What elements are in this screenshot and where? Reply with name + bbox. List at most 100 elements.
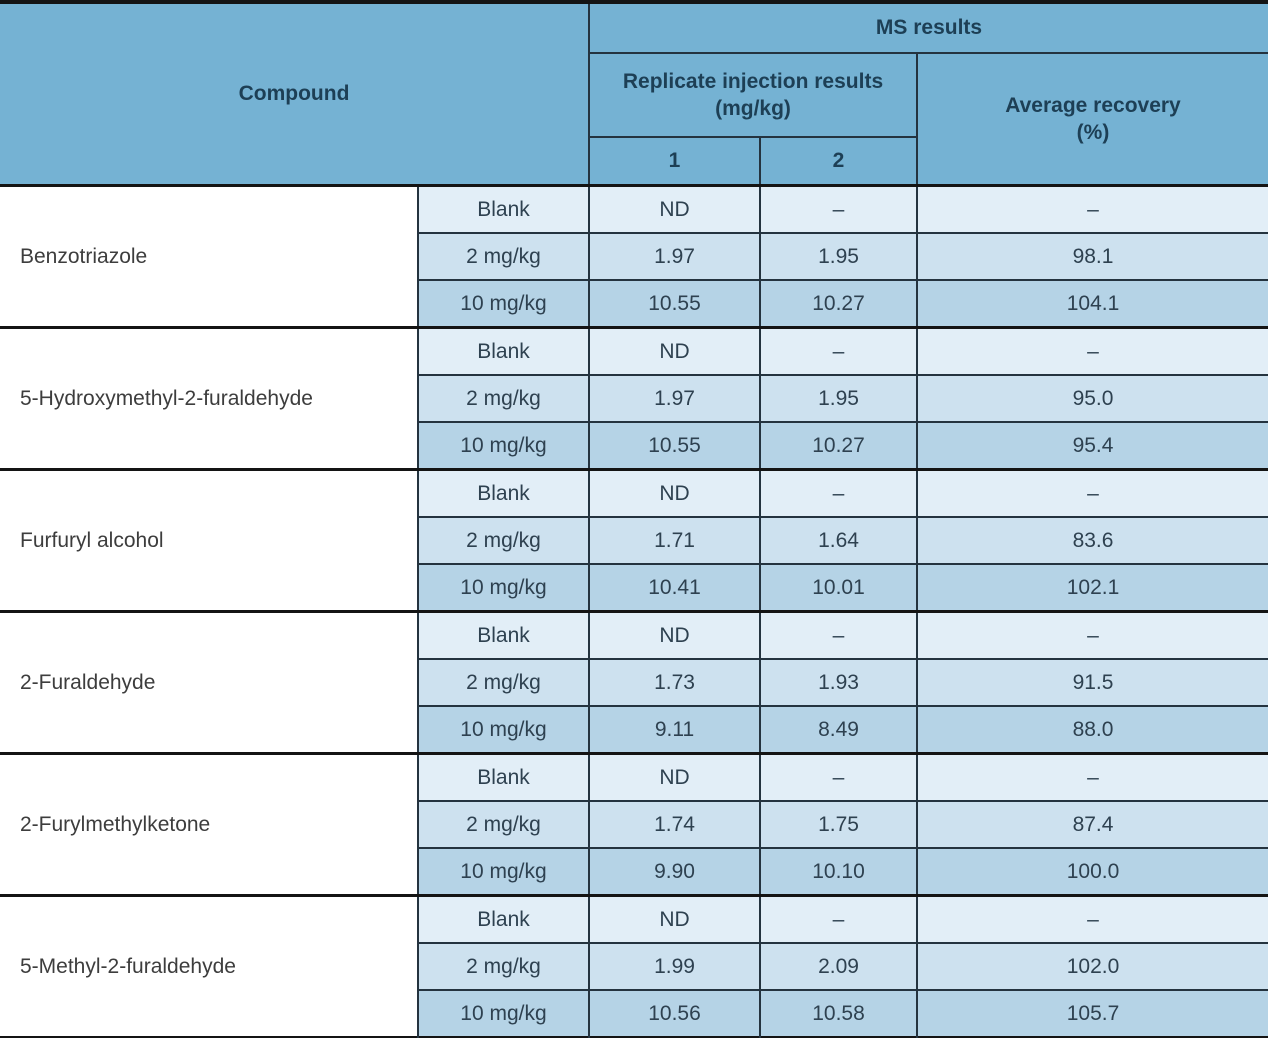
replicate-1-cell: 9.90 bbox=[588, 847, 760, 896]
recovery-cell: 98.1 bbox=[916, 232, 1268, 280]
spike-level-cell: 10 mg/kg bbox=[417, 705, 589, 754]
replicate-1-cell: 1.71 bbox=[588, 516, 760, 564]
replicate-2-cell: 10.58 bbox=[759, 989, 917, 1037]
table-row: 10 mg/kg 10.56 10.58 105.7 bbox=[0, 989, 1268, 1037]
spike-level-cell: 10 mg/kg bbox=[417, 421, 589, 470]
replicate-1-cell: 1.99 bbox=[588, 942, 760, 990]
ms-results-header: MS results bbox=[588, 2, 1268, 53]
spike-level-cell: Blank bbox=[417, 326, 589, 375]
recovery-cell: – bbox=[916, 468, 1268, 517]
recovery-cell: 88.0 bbox=[916, 705, 1268, 754]
replicate-2-cell: 8.49 bbox=[759, 705, 917, 754]
table-row: 2-Furaldehyde Blank ND – – bbox=[0, 610, 1268, 754]
replicate-1-cell: ND bbox=[588, 326, 760, 375]
avg-recovery-header-line2: (%) bbox=[1076, 121, 1110, 144]
recovery-cell: – bbox=[916, 610, 1268, 659]
replicate-1-cell: 9.11 bbox=[588, 705, 760, 754]
spike-level-cell: Blank bbox=[417, 468, 589, 517]
compound-cell: 5-Methyl-2-furaldehyde bbox=[0, 894, 418, 1037]
replicate-2-cell: 10.01 bbox=[759, 563, 917, 612]
table-row: 5-Methyl-2-furaldehyde Blank ND – – bbox=[0, 894, 1268, 1037]
replicate-2-cell: 1.93 bbox=[759, 658, 917, 706]
recovery-cell: – bbox=[916, 752, 1268, 801]
replicate-header-line1: Replicate injection results bbox=[622, 69, 884, 93]
replicate-2-cell: 1.95 bbox=[759, 374, 917, 422]
compound-cell: Furfuryl alcohol bbox=[0, 468, 418, 612]
spike-level-cell: 2 mg/kg bbox=[417, 516, 589, 564]
compound-cell: Benzotriazole bbox=[0, 184, 418, 328]
spike-level-cell: 2 mg/kg bbox=[417, 800, 589, 848]
replicate-2-cell: 1.75 bbox=[759, 800, 917, 848]
replicate-1-cell: ND bbox=[588, 610, 760, 659]
avg-recovery-header: Average recovery (%) bbox=[916, 52, 1268, 186]
recovery-cell: 100.0 bbox=[916, 847, 1268, 896]
replicate-1-cell: ND bbox=[588, 894, 760, 943]
replicate-1-cell: 10.55 bbox=[588, 421, 760, 470]
replicate-2-cell: 1.64 bbox=[759, 516, 917, 564]
spike-level-cell: 10 mg/kg bbox=[417, 563, 589, 612]
replicate-2-cell: – bbox=[759, 326, 917, 375]
recovery-cell: 105.7 bbox=[916, 989, 1268, 1037]
replicate-1-cell: 10.56 bbox=[588, 989, 760, 1037]
replicate-1-cell: ND bbox=[588, 184, 760, 233]
spike-level-cell: Blank bbox=[417, 752, 589, 801]
replicate-2-header: 2 bbox=[759, 136, 917, 186]
table-row: 2 mg/kg 1.99 2.09 102.0 bbox=[0, 942, 1268, 990]
recovery-cell: 102.1 bbox=[916, 563, 1268, 612]
recovery-cell: 83.6 bbox=[916, 516, 1268, 564]
replicate-2-cell: – bbox=[759, 752, 917, 801]
spike-level-cell: 2 mg/kg bbox=[417, 232, 589, 280]
recovery-cell: 102.0 bbox=[916, 942, 1268, 990]
replicate-2-cell: 10.27 bbox=[759, 279, 917, 328]
spike-level-cell: 2 mg/kg bbox=[417, 374, 589, 422]
recovery-cell: 104.1 bbox=[916, 279, 1268, 328]
spike-level-cell: Blank bbox=[417, 184, 589, 233]
spike-level-cell: 10 mg/kg bbox=[417, 847, 589, 896]
replicate-2-cell: – bbox=[759, 184, 917, 233]
recovery-cell: 87.4 bbox=[916, 800, 1268, 848]
replicate-2-cell: 1.95 bbox=[759, 232, 917, 280]
table-row: 10 mg/kg 9.11 8.49 88.0 bbox=[0, 705, 1268, 754]
table-row: 2 mg/kg 1.97 1.95 95.0 bbox=[0, 374, 1268, 422]
table-row: 2 mg/kg 1.73 1.93 91.5 bbox=[0, 658, 1268, 706]
replicate-1-cell: 1.73 bbox=[588, 658, 760, 706]
recovery-cell: – bbox=[916, 894, 1268, 943]
compound-cell: 2-Furaldehyde bbox=[0, 610, 418, 754]
table-row: 10 mg/kg 10.55 10.27 95.4 bbox=[0, 421, 1268, 470]
replicate-1-cell: ND bbox=[588, 752, 760, 801]
replicate-1-cell: 1.97 bbox=[588, 232, 760, 280]
spike-level-cell: 2 mg/kg bbox=[417, 658, 589, 706]
recovery-cell: 95.4 bbox=[916, 421, 1268, 470]
replicate-1-cell: 1.74 bbox=[588, 800, 760, 848]
spike-level-cell: 10 mg/kg bbox=[417, 279, 589, 328]
recovery-cell: – bbox=[916, 184, 1268, 233]
spike-level-cell: 2 mg/kg bbox=[417, 942, 589, 990]
replicate-1-header: 1 bbox=[588, 136, 760, 186]
replicate-header-line2: (mg/kg) bbox=[715, 97, 791, 120]
replicate-1-cell: 10.55 bbox=[588, 279, 760, 328]
replicate-1-cell: 10.41 bbox=[588, 563, 760, 612]
table-row: 2-Furylmethylketone Blank ND – – bbox=[0, 752, 1268, 896]
replicate-2-cell: 10.27 bbox=[759, 421, 917, 470]
table-row: Benzotriazole Blank ND – – bbox=[0, 184, 1268, 328]
spike-level-cell: 10 mg/kg bbox=[417, 989, 589, 1037]
table-row: Furfuryl alcohol Blank ND – – bbox=[0, 468, 1268, 612]
replicate-1-cell: ND bbox=[588, 468, 760, 517]
replicate-2-cell: – bbox=[759, 468, 917, 517]
compound-header: Compound bbox=[0, 2, 589, 186]
table-row: 2 mg/kg 1.74 1.75 87.4 bbox=[0, 800, 1268, 848]
spike-level-cell: Blank bbox=[417, 894, 589, 943]
compound-cell: 2-Furylmethylketone bbox=[0, 752, 418, 896]
recovery-cell: – bbox=[916, 326, 1268, 375]
replicate-2-cell: – bbox=[759, 894, 917, 943]
avg-recovery-header-line1: Average recovery bbox=[1005, 93, 1181, 117]
table-row: 10 mg/kg 10.55 10.27 104.1 bbox=[0, 279, 1268, 328]
replicate-2-cell: 2.09 bbox=[759, 942, 917, 990]
compound-cell: 5-Hydroxymethyl-2-furaldehyde bbox=[0, 326, 418, 470]
table-row: 10 mg/kg 9.90 10.10 100.0 bbox=[0, 847, 1268, 896]
replicate-1-cell: 1.97 bbox=[588, 374, 760, 422]
replicate-2-cell: – bbox=[759, 610, 917, 659]
table-row: 10 mg/kg 10.41 10.01 102.1 bbox=[0, 563, 1268, 612]
recovery-cell: 95.0 bbox=[916, 374, 1268, 422]
